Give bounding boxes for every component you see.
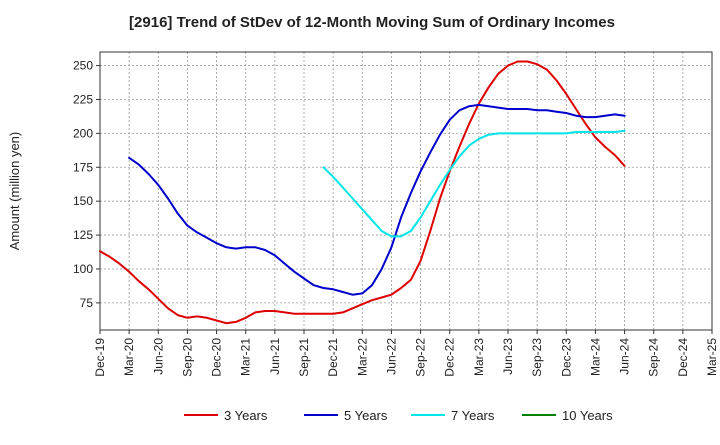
series-line-3-years [99, 60, 626, 325]
x-tick-label: Dec-20 [210, 338, 224, 377]
y-tick-label: 250 [73, 59, 93, 73]
series-lines [99, 60, 626, 325]
grid [100, 52, 712, 330]
chart-title: [2916] Trend of StDev of 12-Month Moving… [129, 14, 615, 31]
y-tick-label: 150 [73, 194, 93, 208]
x-tick-label: Dec-24 [676, 338, 690, 377]
x-tick-label: Jun-23 [501, 338, 515, 375]
x-tick-label: Dec-22 [443, 338, 457, 377]
x-axis-ticks: Dec-19 Mar-20 Jun-20 Sep-20 Dec-20 Mar-21 Jun-… [93, 330, 719, 377]
y-tick-label: 125 [73, 228, 93, 242]
x-tick-label: Mar-22 [355, 338, 369, 376]
y-axis-label: Amount (million yen) [7, 132, 22, 251]
y-tick-label: 175 [73, 160, 93, 174]
x-tick-label: Mar-25 [705, 338, 719, 376]
series-line-5-years [128, 103, 626, 296]
x-tick-label: Mar-24 [588, 338, 602, 376]
x-tick-label: Dec-19 [93, 338, 107, 377]
y-tick-label: 200 [73, 126, 93, 140]
x-tick-label: Sep-23 [530, 338, 544, 377]
x-tick-label: Jun-20 [151, 338, 165, 375]
x-tick-label: Mar-21 [239, 338, 253, 376]
x-tick-label: Sep-22 [414, 338, 428, 377]
x-tick-label: Jun-22 [384, 338, 398, 375]
legend-label: 5 Years [344, 408, 388, 423]
x-tick-label: Dec-21 [326, 338, 340, 377]
legend-label: 7 Years [451, 408, 495, 423]
x-tick-label: Sep-20 [180, 338, 194, 377]
y-axis-ticks: 75 100 125 150 175 200 225 250 [73, 59, 100, 310]
x-tick-label: Jun-24 [618, 338, 632, 375]
x-tick-label: Sep-24 [647, 338, 661, 377]
legend-label: 3 Years [224, 408, 268, 423]
y-tick-label: 75 [80, 296, 94, 310]
x-tick-label: Jun-21 [268, 338, 282, 375]
legend: 3 Years 5 Years 7 Years 10 Years [184, 408, 613, 423]
series-line-7-years [322, 129, 626, 238]
x-tick-label: Sep-21 [297, 338, 311, 377]
x-tick-label: Mar-23 [472, 338, 486, 376]
plot-area-frame [99, 51, 713, 331]
y-tick-label: 225 [73, 92, 93, 106]
x-tick-label: Mar-20 [122, 338, 136, 376]
x-tick-label: Dec-23 [559, 338, 573, 377]
y-tick-label: 100 [73, 262, 93, 276]
legend-label: 10 Years [562, 408, 613, 423]
